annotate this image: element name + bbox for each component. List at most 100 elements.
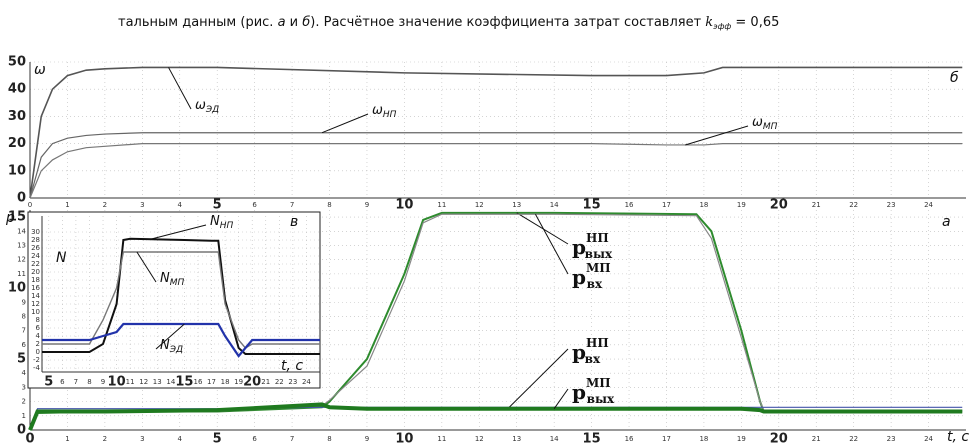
x-tick-label: 22 bbox=[849, 201, 858, 209]
x-tick-label: 2 bbox=[103, 435, 107, 443]
text-line: тальным данным (рис. а и б). Расчётное з… bbox=[118, 15, 779, 31]
y-tick-label: 8 bbox=[22, 312, 26, 320]
series-label-part: вых bbox=[585, 247, 613, 261]
x-tick-label: 22 bbox=[275, 378, 284, 386]
x-tick-label: 6 bbox=[60, 378, 65, 386]
series-label: ωЭД bbox=[195, 98, 219, 115]
series-label: ωМП bbox=[752, 115, 778, 132]
y-tick-label: 14 bbox=[17, 227, 26, 235]
x-tick-label: 11 bbox=[126, 378, 135, 386]
x-tick-label: 3 bbox=[140, 201, 144, 209]
leader-line bbox=[136, 251, 157, 283]
x-tick-label: 16 bbox=[625, 201, 634, 209]
series-label: ωНП bbox=[372, 103, 397, 120]
y-tick-label: 0 bbox=[17, 191, 26, 206]
y-tick-label: 5 bbox=[17, 352, 26, 367]
x-axis-label: t, c bbox=[947, 429, 969, 445]
series-label-part: ЭД bbox=[205, 105, 219, 115]
y-tick-label: 4 bbox=[36, 332, 41, 340]
x-tick-label: 18 bbox=[221, 378, 230, 386]
series-label-part: МП bbox=[763, 122, 778, 132]
x-tick-label: 12 bbox=[475, 435, 484, 443]
y-tick-label: 10 bbox=[8, 281, 26, 296]
x-tick-label: 24 bbox=[302, 378, 311, 386]
x-tick-label: 10 bbox=[395, 432, 413, 446]
series-label-part: p bbox=[572, 235, 586, 259]
x-tick-label: 15 bbox=[583, 198, 601, 213]
y-tick-label: 22 bbox=[31, 260, 40, 268]
x-tick-label: 19 bbox=[234, 378, 243, 386]
y-tick-label: 8 bbox=[36, 316, 40, 324]
series-label: pМП вых bbox=[572, 376, 615, 406]
leader-line bbox=[685, 125, 749, 146]
text: б bbox=[302, 15, 310, 30]
text: и bbox=[286, 15, 303, 30]
x-tick-label: 1 bbox=[65, 435, 69, 443]
series-label-part: N bbox=[210, 214, 220, 229]
y-tick-label: 14 bbox=[31, 292, 40, 300]
series-label: pНП вых bbox=[572, 231, 613, 261]
y-tick-label: 3 bbox=[22, 383, 26, 391]
x-tick-label: 11 bbox=[437, 201, 446, 209]
y-tick-label: 6 bbox=[22, 341, 27, 349]
y-tick-label: 30 bbox=[8, 109, 26, 124]
data-line bbox=[42, 322, 320, 358]
x-tick-label: 13 bbox=[512, 201, 521, 209]
x-axis-label: t, c bbox=[281, 358, 303, 374]
series-label-part: N bbox=[160, 271, 170, 286]
series-label-part: ω bbox=[752, 115, 763, 130]
series-label-part: p bbox=[572, 340, 586, 364]
x-tick-label: 13 bbox=[512, 435, 521, 443]
x-tick-label: 14 bbox=[550, 201, 559, 209]
panel-label: а bbox=[942, 214, 951, 230]
x-tick-label: 15 bbox=[583, 432, 601, 446]
x-tick-label: 8 bbox=[87, 378, 91, 386]
series-label-part: вх bbox=[585, 352, 601, 366]
leader-line bbox=[516, 212, 569, 245]
leader-line bbox=[155, 323, 185, 350]
x-tick-label: 6 bbox=[252, 435, 257, 443]
text: k bbox=[705, 15, 713, 30]
x-tick-label: 5 bbox=[44, 375, 53, 390]
x-tick-label: 21 bbox=[261, 378, 270, 386]
text: эфф bbox=[713, 22, 731, 31]
leader-line bbox=[168, 67, 192, 110]
y-tick-label: 13 bbox=[17, 241, 26, 249]
text: а bbox=[278, 15, 286, 30]
y-tick-label: 2 bbox=[36, 340, 40, 348]
x-tick-label: 14 bbox=[166, 378, 175, 386]
series-label-part: p bbox=[572, 380, 586, 404]
inset-box bbox=[27, 211, 321, 389]
x-tick-label: 21 bbox=[812, 435, 821, 443]
x-tick-label: 19 bbox=[737, 435, 746, 443]
y-tick-label: 28 bbox=[31, 236, 40, 244]
data-line bbox=[29, 132, 963, 199]
x-tick-label: 3 bbox=[140, 435, 144, 443]
y-tick-label: 20 bbox=[8, 136, 26, 151]
series-label-part: вых bbox=[587, 392, 615, 406]
x-tick-label: 7 bbox=[290, 201, 294, 209]
y-tick-label: 9 bbox=[22, 298, 26, 306]
y-tick-label: 10 bbox=[31, 308, 40, 316]
x-tick-label: 4 bbox=[178, 435, 183, 443]
x-tick-label: 17 bbox=[662, 201, 671, 209]
y-tick-label: 4 bbox=[22, 369, 27, 377]
x-tick-label: 0 bbox=[25, 432, 34, 446]
x-tick-label: 21 bbox=[812, 201, 821, 209]
y-tick-label: 7 bbox=[22, 327, 26, 335]
y-tick-label: 26 bbox=[31, 244, 40, 252]
y-tick-label: 2 bbox=[22, 398, 26, 406]
y-tick-label: 10 bbox=[8, 163, 26, 178]
x-tick-label: 7 bbox=[290, 435, 294, 443]
y-tick-label: 18 bbox=[31, 276, 40, 284]
data-line bbox=[28, 402, 963, 431]
x-tick-label: 24 bbox=[924, 435, 933, 443]
x-tick-label: 2 bbox=[103, 201, 107, 209]
x-tick-label: 18 bbox=[699, 201, 708, 209]
x-tick-label: 15 bbox=[175, 375, 193, 390]
series-label-part: ω bbox=[372, 103, 383, 118]
x-tick-label: 9 bbox=[101, 378, 105, 386]
